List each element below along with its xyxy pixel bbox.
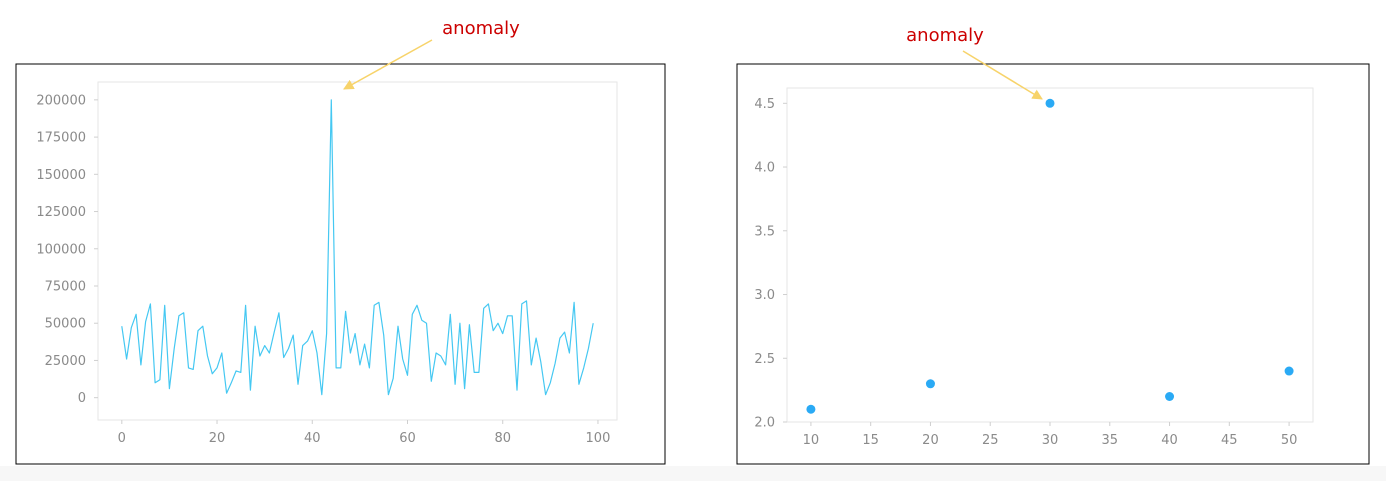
x-tick-label: 20: [922, 433, 939, 448]
x-tick-label: 60: [399, 431, 416, 446]
x-tick-label: 45: [1221, 433, 1238, 448]
line-chart-frame: [15, 63, 666, 465]
page-footer-strip: [0, 466, 1386, 481]
y-tick-label: 100000: [36, 242, 86, 257]
scatter-chart-points: [806, 98, 1294, 414]
scatter-point: [925, 379, 935, 389]
line-chart-series: [121, 99, 594, 396]
scatter-chart-x-axis: 10 15 20 25 30 35 40 45 50: [803, 422, 1298, 448]
line-chart-panel: 0 20 40 60 80 100 0 25000 50000 75000 100000 12500…: [15, 63, 666, 465]
x-tick-label: 40: [304, 431, 321, 446]
scatter-chart-frame: [736, 63, 1370, 465]
scatter-chart-anomaly-label: anomaly: [906, 25, 984, 46]
scatter-point: [1165, 392, 1175, 402]
y-tick-label: 4.5: [754, 97, 775, 112]
y-tick-label: 4.0: [754, 161, 775, 176]
scatter-point: [1284, 366, 1294, 376]
y-tick-label: 25000: [45, 354, 86, 369]
y-tick-label: 50000: [45, 317, 86, 332]
scatter-point: [1045, 98, 1055, 108]
y-tick-label: 2.5: [754, 352, 775, 367]
x-tick-label: 10: [803, 433, 820, 448]
line-chart-anomaly-label: anomaly: [442, 18, 520, 39]
line-chart-y-axis: 0 25000 50000 75000 100000 125000 150000 175000…: [36, 93, 98, 406]
y-tick-label: 75000: [45, 279, 86, 294]
x-tick-label: 35: [1101, 433, 1118, 448]
scatter-chart-anomaly-arrow: [962, 50, 1043, 100]
x-tick-label: 15: [862, 433, 879, 448]
y-tick-label: 3.5: [754, 224, 775, 239]
y-tick-label: 3.0: [754, 288, 775, 303]
series-line: [121, 99, 594, 396]
line-chart-anomaly-arrow: [343, 39, 433, 90]
x-tick-label: 25: [982, 433, 999, 448]
line-chart-x-axis: 0 20 40 60 80 100: [118, 420, 611, 446]
y-tick-label: 125000: [36, 205, 86, 220]
x-tick-label: 30: [1042, 433, 1059, 448]
scatter-chart-y-axis: 2.0 2.5 3.0 3.5 4.0 4.5: [754, 97, 787, 431]
y-tick-label: 175000: [36, 131, 86, 146]
y-tick-label: 200000: [36, 93, 86, 108]
y-tick-label: 2.0: [754, 416, 775, 431]
scatter-chart-panel: 10 15 20 25 30 35 40 45 50 2.0 2.5 3.0 3.5 4.0 4.5: [736, 63, 1370, 465]
x-tick-label: 0: [118, 431, 126, 446]
y-tick-label: 0: [78, 391, 86, 406]
x-tick-label: 20: [209, 431, 226, 446]
y-tick-label: 150000: [36, 168, 86, 183]
x-tick-label: 40: [1161, 433, 1178, 448]
x-tick-label: 80: [494, 431, 511, 446]
scatter-point: [806, 404, 816, 414]
x-tick-label: 100: [586, 431, 611, 446]
x-tick-label: 50: [1281, 433, 1298, 448]
